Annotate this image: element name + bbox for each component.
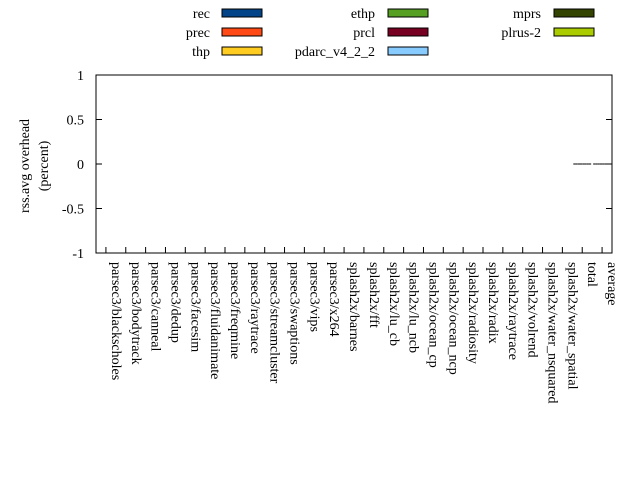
legend-swatch-rec: [221, 8, 263, 18]
x-tick-label: splash2x/lu_ncb: [406, 262, 421, 353]
x-tick-label: splash2x/ocean_cp: [425, 262, 440, 368]
x-tick-label: parsec3/bodytrack: [128, 262, 143, 365]
x-tick-label: parsec3/freqmine: [227, 262, 242, 359]
legend-label: prcl: [353, 26, 375, 41]
x-tick-label: splash2x/lu_cb: [386, 262, 401, 346]
x-tick-label: splash2x/water_spatial: [564, 262, 579, 390]
y-tick-label: 0: [77, 158, 84, 173]
y-tick-label: -1: [72, 247, 84, 262]
legend-label: mprs: [513, 7, 541, 22]
legend-label: ethp: [351, 7, 375, 22]
x-tick-label: splash2x/volrend: [525, 262, 540, 358]
x-tick-label: splash2x/barnes: [346, 262, 361, 351]
legend-label: plrus-2: [501, 26, 541, 41]
x-tick-label: splash2x/radiosity: [465, 262, 480, 364]
y-axis-label: rss.avg overhead: [18, 119, 33, 213]
legend-label: rec: [193, 7, 210, 22]
x-tick-label: parsec3/dedup: [167, 262, 182, 343]
legend-label: pdarc_v4_2_2: [295, 45, 375, 60]
legend-label: thp: [192, 45, 210, 60]
x-tick-label: splash2x/radix: [485, 262, 500, 344]
x-tick-label: parsec3/fluidanimate: [207, 262, 222, 379]
x-tick-label: parsec3/raytrace: [247, 262, 262, 354]
y-axis: 1 0.5 0 -0.5 -1: [62, 69, 612, 262]
plot-frame: [95, 74, 613, 254]
y-axis-label-unit: (percent): [37, 140, 52, 191]
x-tick-label: parsec3/streamcluster: [267, 262, 282, 384]
legend-label: prec: [186, 26, 210, 41]
x-tick-label: average: [604, 262, 619, 306]
legend-swatch-thp: [221, 46, 263, 56]
legend-swatch-mprs: [553, 8, 595, 18]
legend-swatch-plrus-2: [553, 27, 595, 37]
x-tick-label: splash2x/fft: [366, 262, 381, 328]
y-tick-label: -0.5: [62, 203, 84, 218]
legend-swatch-pdarc_v4_2_2: [387, 46, 429, 56]
y-tick-label: 0.5: [67, 114, 85, 129]
legend: rec prec thp ethp prcl pdarc_v4_2_2 mprs plrus-…: [186, 7, 595, 60]
x-tick-label: parsec3/facesim: [187, 262, 202, 352]
x-tick-label: parsec3/blackscholes: [108, 262, 123, 380]
x-tick-label: parsec3/canneal: [148, 262, 163, 351]
legend-swatch-prec: [221, 27, 263, 37]
legend-swatch-prcl: [387, 27, 429, 37]
x-tick-label: parsec3/swaptions: [287, 262, 302, 365]
x-tick-label: parsec3/x264: [326, 262, 341, 337]
x-tick-label: splash2x/raytrace: [505, 262, 520, 360]
x-axis: parsec3/blackscholes parsec3/bodytrack par…: [105, 247, 619, 404]
x-tick-label: total: [584, 262, 599, 287]
x-tick-label: splash2x/water_nsquared: [545, 262, 560, 404]
legend-swatch-ethp: [387, 8, 429, 18]
y-tick-label: 1: [77, 69, 84, 84]
x-tick-label: parsec3/vips: [306, 262, 321, 332]
x-tick-label: splash2x/ocean_ncp: [445, 262, 460, 375]
